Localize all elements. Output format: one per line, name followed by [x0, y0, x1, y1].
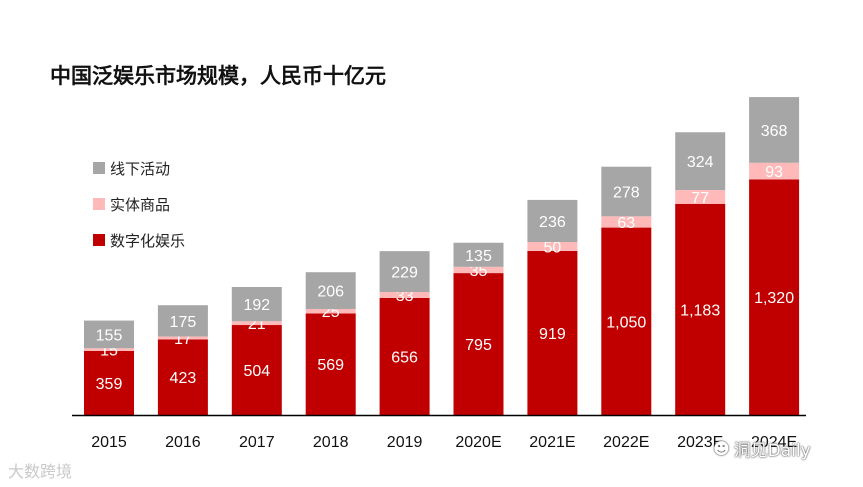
data-label-digital-2017: 504: [243, 363, 270, 380]
bar-segment-offline-2018: [305, 272, 356, 309]
bar-segment-physical-2018: [305, 308, 356, 314]
legend-swatch-digital: [93, 234, 105, 246]
bar-segment-physical-2015: [84, 348, 134, 351]
bar-segment-physical-2020E: [453, 266, 504, 274]
data-label-offline-2024E: 368: [761, 123, 788, 140]
bar-segment-digital-2015: [84, 350, 134, 415]
data-label-offline-2017: 192: [243, 297, 270, 314]
watermark-left-text: 大数跨境: [8, 462, 73, 481]
data-label-digital-2022E: 1,050: [606, 314, 646, 331]
bar-segment-offline-2016: [157, 305, 208, 337]
x-tick-label-2023E: 2023E: [677, 434, 723, 451]
data-label-digital-2024E: 1,320: [754, 290, 794, 307]
data-label-digital-2016: 423: [170, 370, 197, 387]
bar-segment-digital-2020E: [453, 273, 504, 415]
data-label-physical-2020E: 35: [470, 263, 488, 280]
bar-segment-offline-2015: [84, 320, 134, 349]
bar-segment-offline-2019: [379, 251, 430, 293]
data-label-offline-2018: 206: [317, 284, 344, 301]
bar-segment-physical-2023E: [675, 190, 726, 204]
bar-segment-offline-2023E: [675, 132, 726, 191]
data-label-offline-2020E: 135: [465, 248, 492, 265]
bar-segment-physical-2019: [379, 292, 430, 298]
legend-label-offline: 线下活动: [110, 159, 171, 178]
legend-item-offline: 线下活动: [93, 150, 185, 186]
data-label-digital-2023E: 1,183: [680, 302, 720, 319]
chart-title: 中国泛娱乐市场规模，人民币十亿元: [50, 64, 386, 88]
data-label-physical-2022E: 63: [617, 215, 635, 232]
bar-segment-digital-2018: [305, 313, 356, 415]
x-tick-label-2020E: 2020E: [455, 434, 501, 451]
bar-segment-offline-2020E: [453, 242, 504, 267]
bar-segment-digital-2016: [157, 339, 208, 415]
data-label-offline-2015: 155: [96, 327, 123, 344]
x-tick-label-2022E: 2022E: [603, 434, 649, 451]
legend: 线下活动 实体商品 数字化娱乐: [93, 150, 185, 258]
bar-segment-offline-2017: [231, 287, 282, 322]
x-tick-label-2019: 2019: [387, 434, 423, 451]
x-tick-label-2017: 2017: [239, 434, 275, 451]
legend-swatch-offline: [93, 162, 105, 174]
data-label-physical-2019: 33: [396, 288, 414, 305]
watermark-left: 大数跨境: [8, 458, 72, 482]
watermark-right: ☻ 洞见Daily: [713, 436, 811, 461]
bar-segment-digital-2017: [231, 325, 282, 415]
data-label-digital-2021E: 919: [539, 326, 566, 343]
bar-segment-digital-2022E: [601, 227, 652, 415]
bar-segment-digital-2024E: [749, 179, 800, 415]
legend-item-physical: 实体商品: [93, 186, 185, 222]
watermark-right-text: 洞见Daily: [733, 441, 811, 461]
bar-segment-offline-2024E: [749, 97, 800, 163]
data-label-physical-2021E: 50: [544, 239, 562, 256]
bar-segment-physical-2024E: [749, 162, 800, 180]
x-tick-label-2018: 2018: [313, 434, 349, 451]
x-tick-label-2024E: 2024E: [751, 434, 797, 451]
bar-segment-physical-2021E: [527, 242, 578, 251]
data-label-offline-2022E: 278: [613, 185, 640, 202]
x-tick-label-2015: 2015: [91, 434, 127, 451]
bar-segment-offline-2022E: [601, 166, 652, 217]
x-tick-label-2021E: 2021E: [529, 434, 575, 451]
data-label-physical-2023E: 77: [691, 190, 709, 207]
data-label-digital-2019: 656: [391, 349, 418, 366]
bar-segment-physical-2017: [231, 321, 282, 326]
bar-segment-digital-2023E: [675, 203, 726, 415]
data-label-physical-2024E: 93: [765, 164, 783, 181]
bar-segment-digital-2021E: [527, 250, 578, 415]
data-label-offline-2021E: 236: [539, 214, 566, 231]
x-tick-label-2016: 2016: [165, 434, 201, 451]
data-label-digital-2020E: 795: [465, 337, 492, 354]
data-label-digital-2015: 359: [96, 376, 123, 393]
bar-segment-offline-2021E: [527, 199, 578, 243]
legend-label-digital: 数字化娱乐: [110, 231, 186, 250]
legend-label-physical: 实体商品: [110, 195, 171, 214]
data-label-offline-2023E: 324: [687, 154, 714, 171]
data-label-digital-2018: 569: [317, 357, 344, 374]
data-label-offline-2019: 229: [391, 265, 418, 282]
legend-swatch-physical: [93, 198, 105, 210]
bar-segment-physical-2022E: [601, 216, 652, 228]
bar-segment-physical-2016: [157, 336, 208, 340]
bar-segment-digital-2019: [379, 297, 430, 415]
data-label-offline-2016: 175: [170, 314, 197, 331]
legend-item-digital: 数字化娱乐: [93, 222, 185, 258]
wechat-icon: ☻: [713, 439, 730, 458]
